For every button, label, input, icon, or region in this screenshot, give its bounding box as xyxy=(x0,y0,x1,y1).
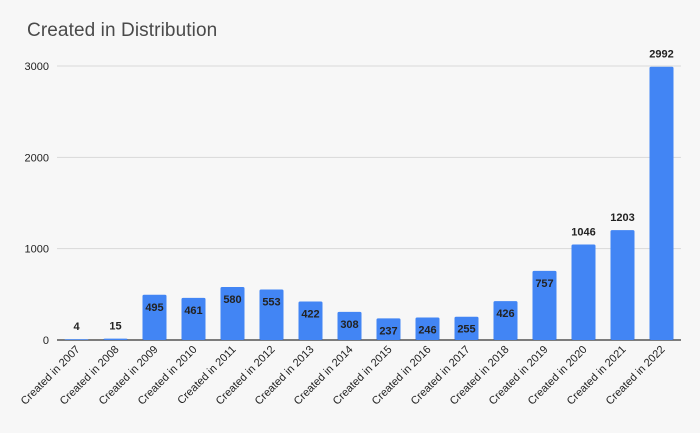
bar xyxy=(220,287,245,340)
data-label: 461 xyxy=(184,305,202,317)
bar xyxy=(376,318,401,340)
data-label: 4 xyxy=(73,321,80,333)
y-tick-label: 3000 xyxy=(25,61,49,73)
data-label: 308 xyxy=(340,319,358,331)
data-label: 1046 xyxy=(571,226,595,238)
data-label: 1203 xyxy=(610,212,634,224)
bar xyxy=(571,244,596,340)
chart-title: Created in Distribution xyxy=(27,20,218,41)
data-label: 237 xyxy=(379,325,397,337)
data-label: 495 xyxy=(145,302,163,314)
data-label: 246 xyxy=(418,325,436,337)
bar xyxy=(493,301,518,340)
y-tick-label: 0 xyxy=(43,335,49,347)
bar xyxy=(649,66,674,341)
data-label: 757 xyxy=(535,278,553,290)
data-label: 553 xyxy=(262,296,280,308)
bar xyxy=(415,317,440,340)
data-label: 426 xyxy=(496,308,514,320)
bar xyxy=(103,338,128,340)
y-tick-label: 2000 xyxy=(25,152,49,164)
bar xyxy=(142,294,167,340)
data-label: 255 xyxy=(457,324,475,336)
bar xyxy=(610,230,635,340)
data-label: 580 xyxy=(223,294,241,306)
data-label: 15 xyxy=(109,321,121,333)
y-tick-label: 1000 xyxy=(25,244,49,256)
bar xyxy=(259,289,284,340)
bar xyxy=(532,270,557,340)
bar xyxy=(298,301,323,340)
bar xyxy=(64,339,89,340)
data-label: 422 xyxy=(301,308,319,320)
bar xyxy=(181,297,206,340)
data-label: 2992 xyxy=(649,49,673,61)
bar xyxy=(337,311,362,340)
bar xyxy=(454,316,479,340)
